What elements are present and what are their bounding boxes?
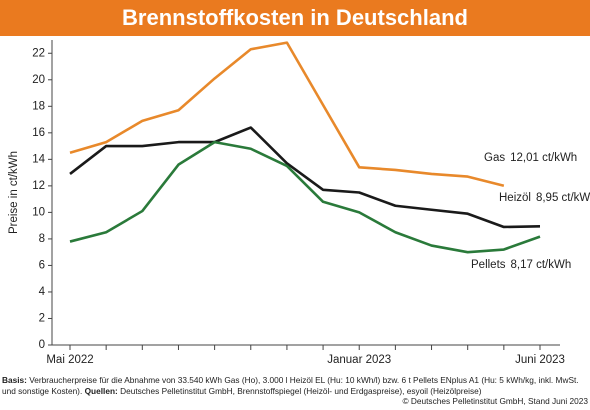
line (69, 140, 541, 254)
series-name: Pellets (471, 259, 506, 271)
y-tick-label: 8 (39, 233, 45, 245)
copyright: © Deutsches Pelletinstitut GmbH, Stand J… (402, 396, 588, 406)
x-tick-label: Januar 2023 (327, 354, 391, 366)
y-axis-label: Preise in ct/kWh (8, 151, 20, 234)
value-label: 12,01 ct/kWh (510, 152, 577, 164)
series-label: Heizöl 8,95 ct/kWh (499, 192, 590, 204)
y-tick-label: 14 (32, 153, 45, 165)
basis-text: Verbraucherpreise für die Abnahme von 33… (2, 375, 579, 396)
chart: Preise in ct/kWh 0 2 4 6 8 10 12 14 16 18 20 22 Mai 2… (8, 40, 590, 366)
y-tick-label: 18 (32, 100, 45, 112)
series-name: Gas (484, 152, 505, 164)
sources-label: Quellen: (84, 385, 118, 396)
series-label: Gas 12,01 ct/kWh (484, 152, 577, 164)
line (69, 126, 541, 229)
series-label: Pellets 8,17 ct/kWh (471, 259, 571, 271)
basis-label: Basis: (2, 375, 27, 385)
y-tick-label: 4 (39, 286, 46, 298)
y-tick-label: 10 (32, 206, 45, 218)
series-name: Heizöl (499, 192, 531, 204)
x-tick-label: Juni 2023 (515, 354, 565, 366)
value-label: 8,17 ct/kWh (511, 259, 572, 271)
y-tick-label: 6 (39, 259, 45, 271)
y-tick-label: 16 (32, 127, 45, 139)
y-tick-label: 22 (32, 47, 45, 59)
sources-text: Deutsches Pelletinstitut GmbH, Brennstof… (120, 385, 482, 396)
y-tick-label: 0 (39, 339, 45, 351)
chart-title: Brennstoffkosten in Deutschland (0, 0, 590, 36)
value-label: 8,95 ct/kWh (536, 192, 590, 204)
y-tick-label: 2 (39, 313, 45, 325)
x-tick-label: Mai 2022 (46, 354, 93, 366)
line (69, 41, 505, 187)
footnote: Basis: Verbraucherpreise für die Abnahme… (2, 375, 588, 407)
y-tick-label: 20 (32, 74, 45, 86)
y-tick-label: 12 (32, 180, 45, 192)
